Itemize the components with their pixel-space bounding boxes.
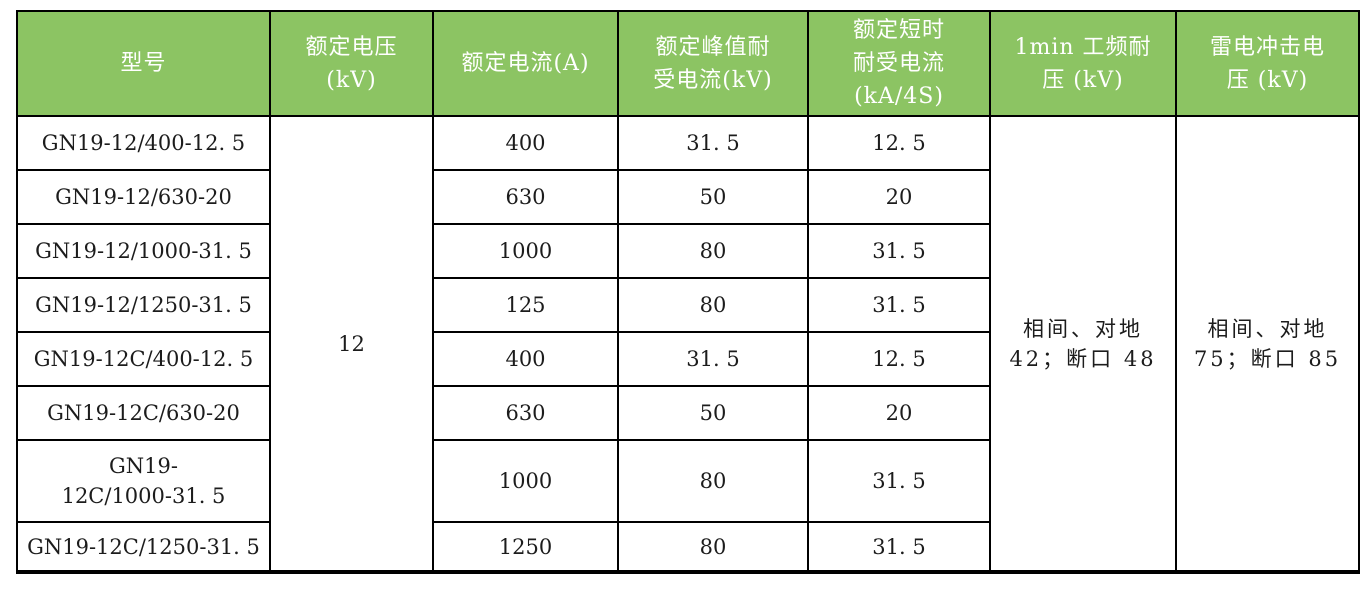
- short-time-cell: 12. 5: [807, 331, 991, 387]
- model-cell: GN19-12/1250-31. 5: [16, 277, 271, 333]
- rated-voltage-merged-cell: 12: [269, 115, 434, 573]
- peak-cell: 31. 5: [617, 115, 809, 171]
- header-cell-power-frequency: 1min 工频耐 压 (kV): [989, 10, 1177, 117]
- header-cell-short-time: 额定短时 耐受电流 (kA/4S): [807, 10, 991, 117]
- table-row: GN19-12/1000-31. 5 1000 80 31. 5: [16, 223, 1359, 279]
- current-cell: 1000: [432, 223, 619, 279]
- short-time-cell: 31. 5: [807, 277, 991, 333]
- model-cell: GN19-12C/630-20: [16, 385, 271, 441]
- header-cell-peak-withstand: 额定峰值耐 受电流(kV): [617, 10, 809, 117]
- model-cell: GN19-12C/1250-31. 5: [16, 521, 271, 573]
- table-row: GN19-12/630-20 630 50 20: [16, 169, 1359, 225]
- table-header: 型号 额定电压 (kV) 额定电流(A) 额定峰值耐 受电流(kV) 额定短时 …: [16, 10, 1360, 117]
- header-row: 型号 额定电压 (kV) 额定电流(A) 额定峰值耐 受电流(kV) 额定短时 …: [16, 10, 1360, 117]
- header-cell-model: 型号: [16, 10, 271, 117]
- model-cell: GN19-12/1000-31. 5: [16, 223, 271, 279]
- short-time-cell: 20: [807, 385, 991, 441]
- table-row: GN19-12/400-12. 5 12 400 31. 5 12. 5 相间、…: [16, 115, 1360, 573]
- peak-cell: 31. 5: [617, 331, 809, 387]
- model-cell: GN19- 12C/1000-31. 5: [16, 439, 271, 523]
- short-time-cell: 31. 5: [807, 223, 991, 279]
- lightning-impulse-merged-cell: 相间、对地 75；断口 85: [1175, 115, 1360, 573]
- model-cell: GN19-12/630-20: [16, 169, 271, 225]
- header-cell-lightning-impulse: 雷电冲击电 压 (kV): [1175, 10, 1360, 117]
- short-time-cell: 31. 5: [807, 521, 991, 573]
- short-time-cell: 20: [807, 169, 991, 225]
- switch-spec-table: 型号 额定电压 (kV) 额定电流(A) 额定峰值耐 受电流(kV) 额定短时 …: [16, 10, 1360, 574]
- peak-cell: 50: [617, 169, 809, 225]
- current-cell: 400: [432, 115, 619, 171]
- peak-cell: 50: [617, 385, 809, 441]
- table-row: GN19-12/1250-31. 5 125 80 31. 5: [16, 277, 1359, 333]
- header-cell-rated-voltage: 额定电压 (kV): [269, 10, 434, 117]
- current-cell: 1000: [432, 439, 619, 523]
- power-frequency-merged-cell: 相间、对地 42；断口 48: [989, 115, 1177, 573]
- model-cell: GN19-12/400-12. 5: [16, 115, 271, 171]
- peak-cell: 80: [617, 277, 809, 333]
- short-time-cell: 31. 5: [807, 439, 991, 523]
- table-row: GN19- 12C/1000-31. 5 1000 80 31. 5: [16, 439, 1359, 523]
- current-cell: 630: [432, 169, 619, 225]
- table-row: GN19-12C/630-20 630 50 20: [16, 385, 1359, 441]
- table-row: GN19-12C/1250-31. 5 1250 80 31. 5: [16, 521, 1359, 573]
- short-time-cell: 12. 5: [807, 115, 991, 171]
- peak-cell: 80: [617, 439, 809, 523]
- current-cell: 630: [432, 385, 619, 441]
- peak-cell: 80: [617, 521, 809, 573]
- peak-cell: 80: [617, 223, 809, 279]
- table-body: GN19-12/400-12. 5 12 400 31. 5 12. 5 相间、…: [16, 115, 1360, 573]
- header-cell-rated-current: 额定电流(A): [432, 10, 619, 117]
- current-cell: 1250: [432, 521, 619, 573]
- model-cell: GN19-12C/400-12. 5: [16, 331, 271, 387]
- table-row: GN19-12C/400-12. 5 400 31. 5 12. 5: [16, 331, 1359, 387]
- current-cell: 400: [432, 331, 619, 387]
- current-cell: 125: [432, 277, 619, 333]
